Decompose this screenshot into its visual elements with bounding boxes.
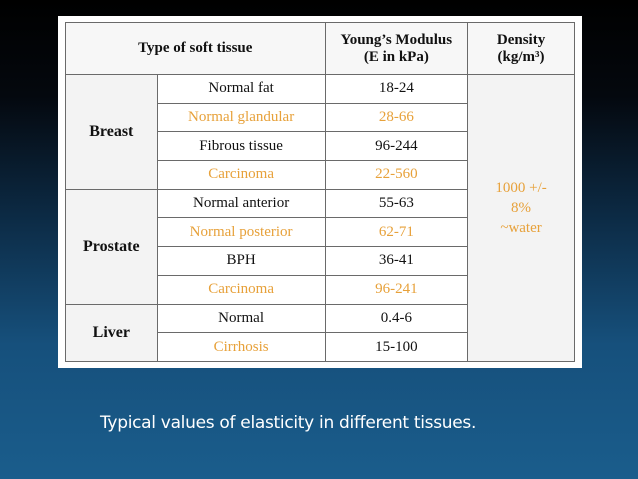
tissue-cell: Fibrous tissue	[156, 131, 326, 162]
modulus-cell: 22-560	[324, 160, 469, 190]
modulus-cell: 28-66	[324, 102, 469, 133]
tissue-cell: Carcinoma	[156, 274, 326, 305]
tissue-cell: Normal	[156, 303, 326, 334]
tissue-cell: Normal posterior	[156, 217, 326, 248]
table-row: Liver Normal 0.4-6	[65, 303, 575, 362]
group-prostate: Prostate	[65, 188, 158, 305]
header-modulus-line1: Young’s Modulus	[340, 31, 453, 48]
density-cell: 1000 +/- 8% ~water	[467, 74, 575, 362]
slide-caption: Typical values of elasticity in differen…	[100, 413, 477, 433]
header-tissue-type: Type of soft tissue	[65, 22, 326, 75]
tissue-elasticity-table: Type of soft tissue Young’s Modulus (E i…	[58, 16, 582, 368]
modulus-cell: 96-244	[324, 131, 469, 162]
modulus-cell: 62-71	[324, 217, 469, 248]
modulus-cell: 55-63	[324, 188, 469, 219]
modulus-cell: 0.4-6	[324, 303, 469, 334]
density-line2: 8%	[511, 200, 532, 216]
table: Type of soft tissue Young’s Modulus (E i…	[65, 22, 575, 362]
tissue-cell: Carcinoma	[156, 160, 326, 190]
tissue-cell: BPH	[156, 246, 326, 276]
table-row: Prostate Normal anterior 55-63	[65, 188, 575, 305]
table-row: Normal glandular 28-66	[66, 102, 575, 133]
table-row: Normal posterior 62-71	[66, 217, 575, 248]
table-row: Carcinoma 96-241	[66, 274, 575, 305]
density-line3: ~water	[500, 220, 542, 236]
group-liver: Liver	[65, 303, 158, 362]
table-row: BPH 36-41	[66, 246, 575, 276]
table-row: Breast Normal fat 18-24 1000 +/- 8% ~wat…	[65, 74, 575, 362]
header-youngs-modulus: Young’s Modulus (E in kPa)	[324, 22, 469, 75]
header-density: Density (kg/m³)	[467, 22, 575, 75]
tissue-cell: Normal anterior	[156, 188, 326, 219]
modulus-cell: 18-24	[324, 74, 469, 104]
header-density-line2: (kg/m³)	[497, 48, 545, 65]
tissue-cell: Cirrhosis	[156, 332, 326, 362]
modulus-cell: 15-100	[324, 332, 469, 362]
header-modulus-line2: (E in kPa)	[363, 48, 429, 65]
table-row: Carcinoma 22-560	[66, 160, 575, 190]
modulus-cell: 36-41	[324, 246, 469, 276]
tissue-cell: Normal glandular	[156, 102, 326, 133]
modulus-cell: 96-241	[324, 274, 469, 305]
table-row: Fibrous tissue 96-244	[66, 131, 575, 162]
table-row: Cirrhosis 15-100	[66, 332, 575, 362]
density-line1: 1000 +/-	[495, 180, 547, 196]
tissue-cell: Normal fat	[156, 74, 326, 104]
header-density-line1: Density	[496, 31, 546, 48]
group-breast: Breast	[65, 74, 158, 190]
